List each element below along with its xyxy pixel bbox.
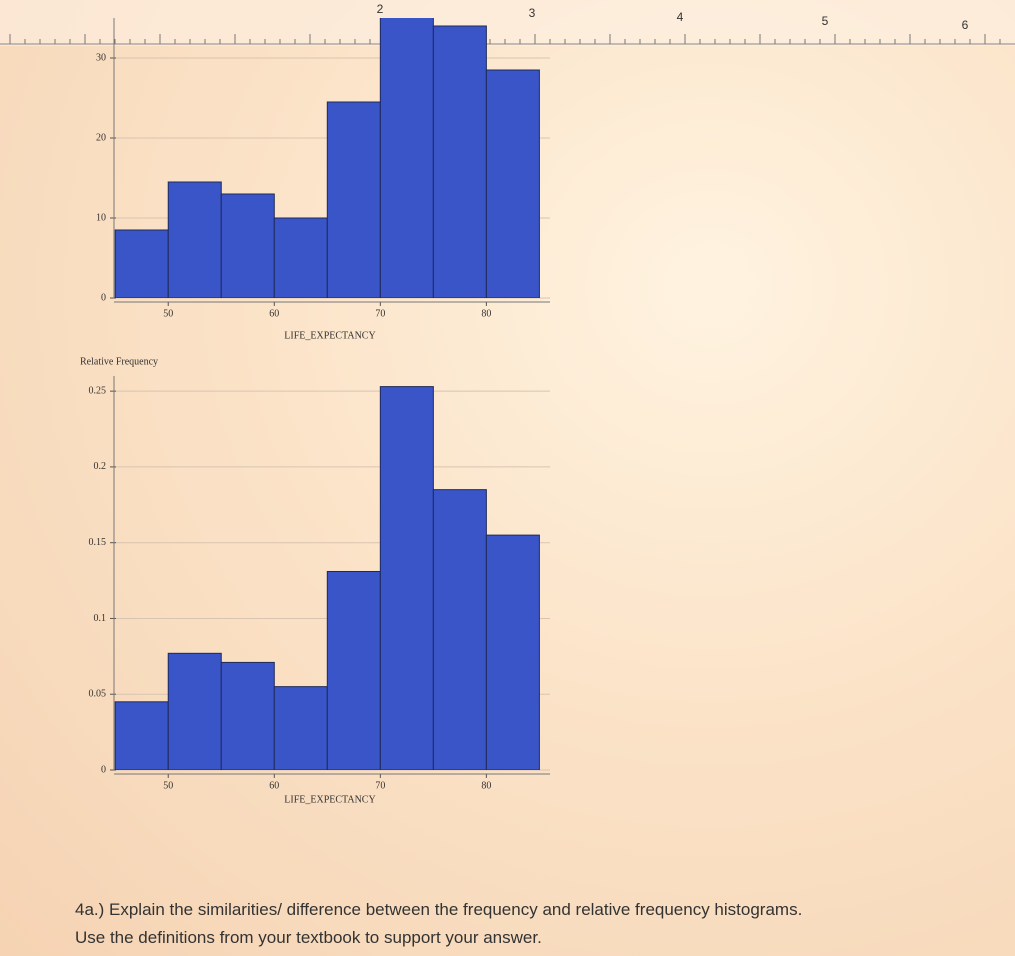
bar [273,686,328,770]
ruler-label: 2 [377,2,384,16]
y-tick-label: 10 [96,212,106,223]
y-tick-label: 0.15 [89,537,107,548]
ruler-ticks [9,34,1001,44]
x-tick-label: 70 [375,780,385,791]
bar [326,101,381,298]
bar [220,193,275,298]
y-tick-label: 20 [96,132,106,143]
x-tick-label: 50 [163,780,173,791]
y-tick-label: 0 [101,292,106,303]
bar [167,181,222,298]
bar [114,229,169,298]
bar [114,701,169,770]
x-tick-label: 50 [163,308,173,319]
bar [220,661,275,770]
bar [432,25,487,298]
bar [326,570,381,770]
x-tick-label: 60 [269,308,279,319]
ruler-label: 6 [962,18,969,32]
ruler-label: 4 [677,10,684,24]
y-tick-label: 30 [96,52,106,63]
x-tick-label: 80 [481,308,491,319]
x-tick-label: 80 [481,780,491,791]
x-axis-label: LIFE_EXPECTANCY [284,330,375,341]
bar [485,69,540,298]
ruler-band [0,0,1015,46]
y-tick-label: 0.05 [89,689,107,700]
bar [167,652,222,770]
y-tick-label: 0.25 [89,385,107,396]
bar [432,489,487,770]
y-tick-label: 0.1 [94,613,107,624]
x-tick-label: 60 [269,780,279,791]
ruler-label: 3 [529,6,536,20]
y-tick-label: 0.2 [94,461,107,472]
bar [379,18,434,298]
x-tick-label: 70 [375,308,385,319]
question-line: 4a.) Explain the similarities/ differenc… [75,900,803,919]
bar [273,217,328,298]
question-line: Use the definitions from your textbook t… [75,928,542,947]
chart-title: Relative Frequency [80,356,158,367]
y-tick-label: 0 [101,764,106,775]
x-axis-label: LIFE_EXPECTANCY [284,794,375,805]
ruler-label: 5 [822,14,829,28]
bar [485,534,540,770]
bar [379,386,434,770]
